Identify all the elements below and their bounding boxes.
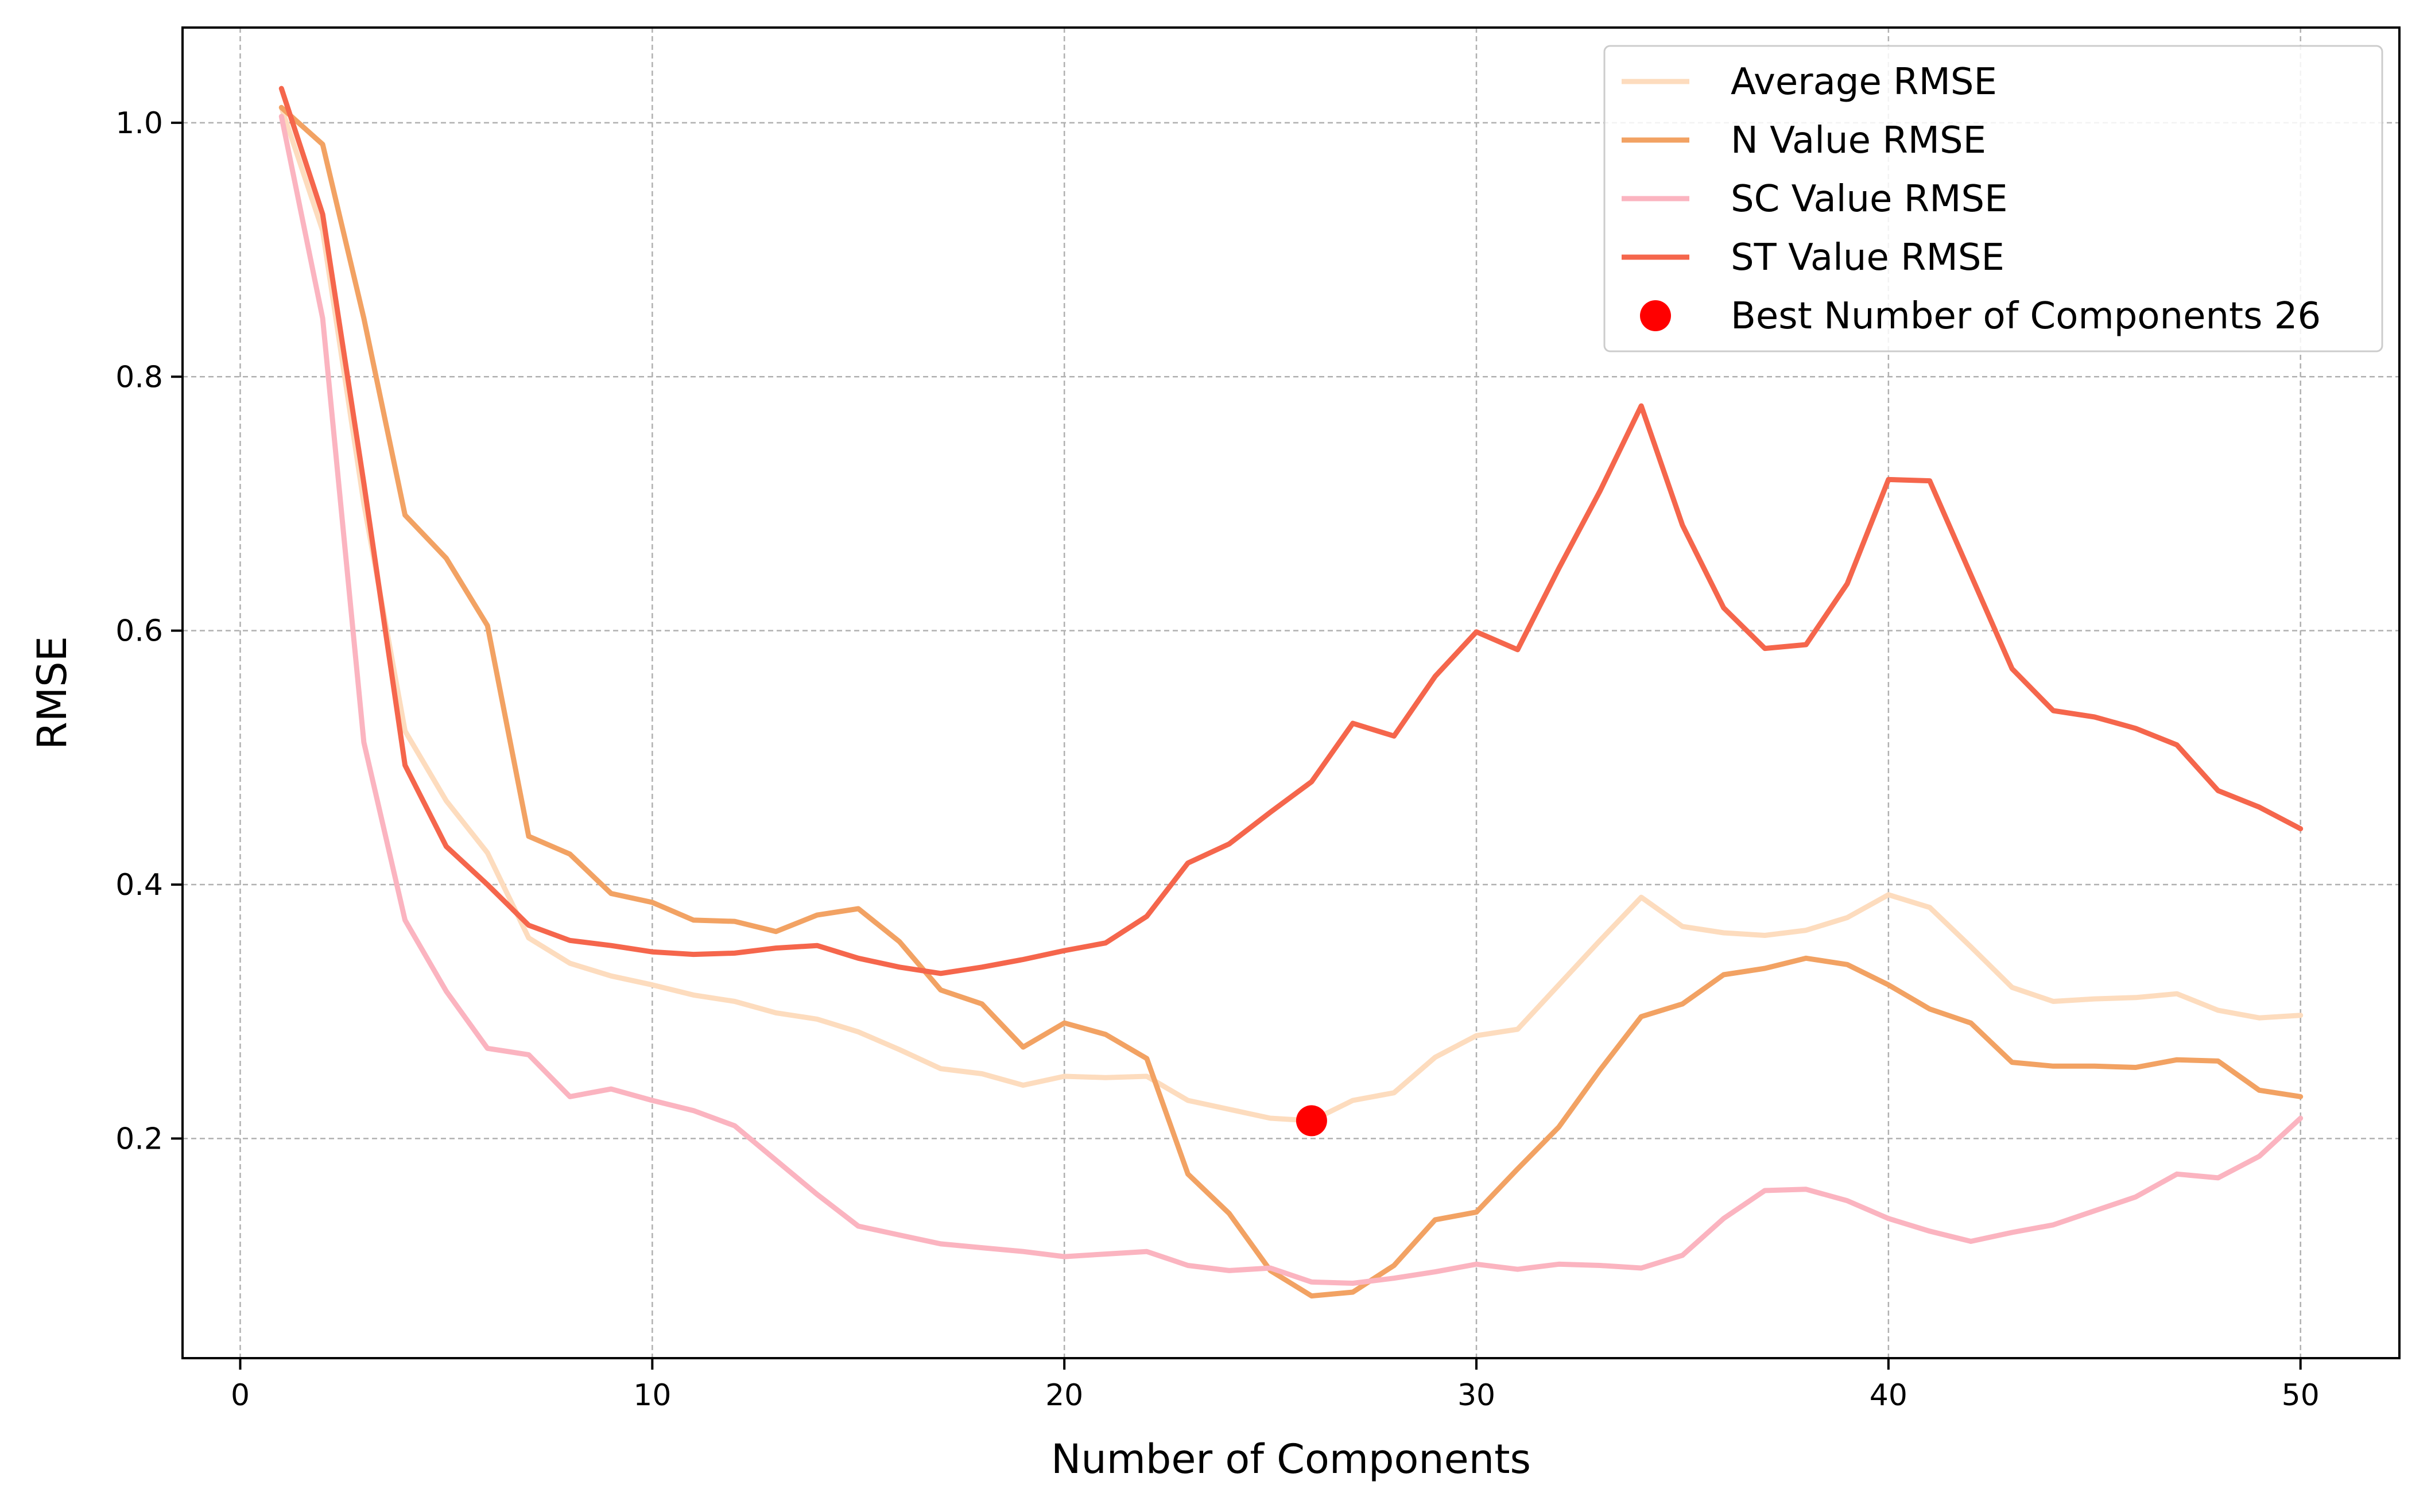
series-line-1: [278, 104, 2304, 1123]
legend: Average RMSE N Value RMSE SC Value RMSE ST …: [1603, 45, 2383, 352]
x-tick-label: 10: [633, 1378, 671, 1413]
legend-label: Best Number of Components 26: [1731, 295, 2321, 338]
x-tick-label: 40: [1870, 1378, 1907, 1413]
x-tick-label: 50: [2282, 1378, 2320, 1413]
series-line-4: [278, 86, 2304, 976]
series-line-3: [278, 114, 2304, 1286]
y-tick-label: 1.0: [115, 106, 163, 141]
y-tick-label: 0.6: [115, 614, 163, 649]
axis-ticks: 0 10 20 30 40 50 0.2 0.4 0.6 0.8 1.0: [115, 106, 2320, 1413]
legend-label: ST Value RMSE: [1731, 237, 2004, 279]
x-tick-label: 0: [231, 1378, 250, 1413]
legend-marker: [1640, 300, 1671, 331]
x-tick-label: 30: [1457, 1378, 1495, 1413]
plot-frame: [181, 26, 2401, 1359]
legend-label: SC Value RMSE: [1731, 178, 2008, 220]
legend-label: N Value RMSE: [1731, 119, 1986, 162]
y-tick-label: 0.8: [115, 360, 163, 394]
x-axis-label: Number of Components: [1051, 1436, 1531, 1483]
x-tick-label: 20: [1045, 1378, 1083, 1413]
series-lines: [278, 86, 2304, 1299]
legend-box: [1603, 45, 2383, 352]
series-line-2: [278, 104, 2304, 1299]
highlight-points: [1296, 1105, 1327, 1137]
y-axis-label: RMSE: [29, 636, 76, 750]
y-tick-label: 0.4: [115, 868, 163, 902]
legend-label: Average RMSE: [1731, 61, 1997, 103]
best-component-point: [1296, 1105, 1327, 1137]
y-tick-label: 0.2: [115, 1122, 163, 1156]
